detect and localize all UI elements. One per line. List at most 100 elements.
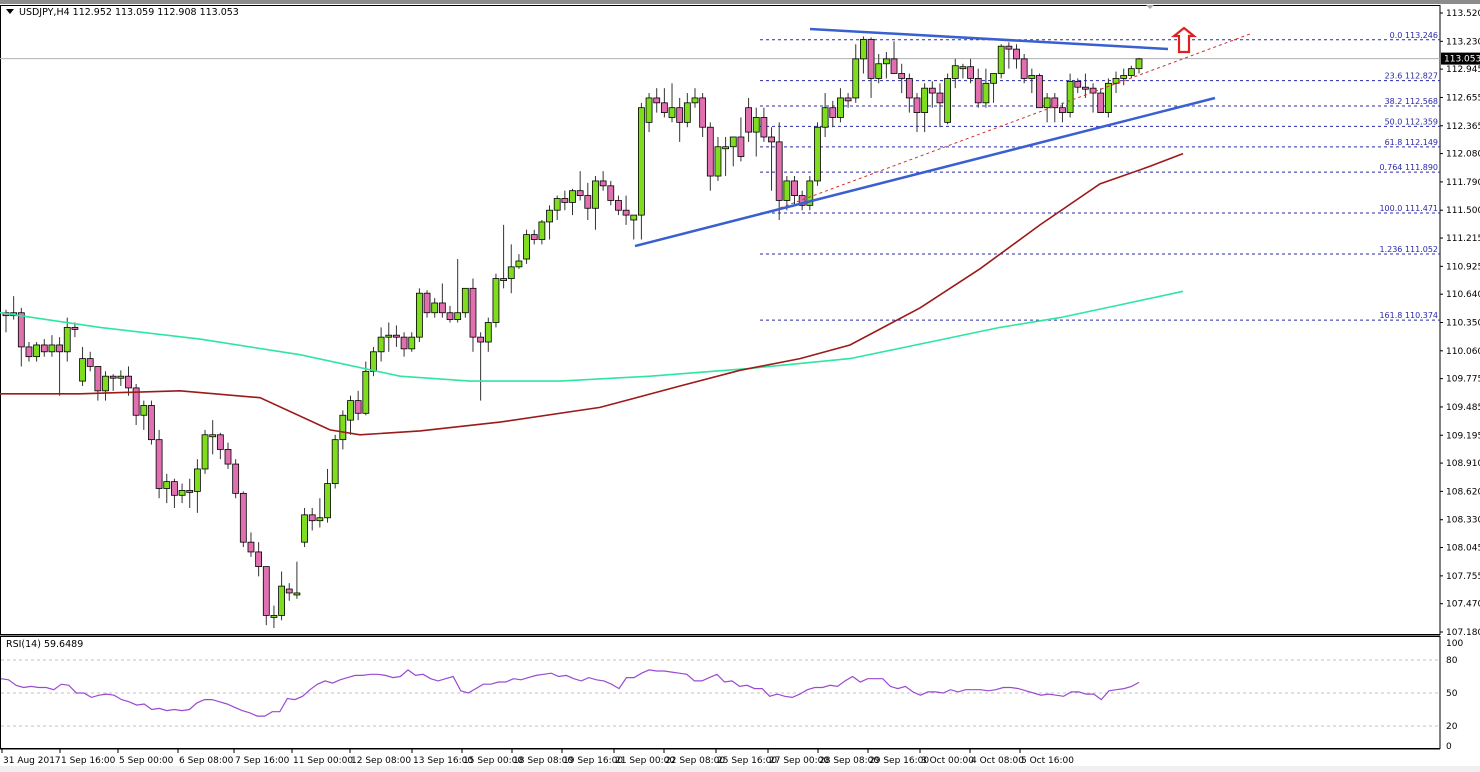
bull-candle <box>178 490 186 496</box>
bull-candle <box>837 97 844 118</box>
bear-candle <box>239 492 247 543</box>
bull-candle <box>1135 58 1143 70</box>
bull-candle <box>1112 78 1120 84</box>
bull-candle <box>1120 75 1128 79</box>
bull-candle <box>324 483 331 519</box>
bull-candle <box>201 434 209 470</box>
fib-level-label: 50.0 112.359 <box>1385 117 1438 126</box>
bull-candle <box>592 180 599 209</box>
bull-candle <box>630 214 638 221</box>
bear-candle <box>1097 92 1105 113</box>
price-axis-label: 109.195 <box>1446 431 1480 441</box>
fib-level-label: 161.8 110.374 <box>1379 311 1438 320</box>
rsi-axis-label: 0 <box>1446 742 1452 752</box>
price-axis-label: 111.500 <box>1446 206 1480 216</box>
bull-candle <box>500 278 508 281</box>
rsi-line <box>0 669 1140 717</box>
bear-candle <box>844 97 852 102</box>
bull-candle <box>408 336 416 350</box>
ma-fast-line <box>0 152 1184 436</box>
bear-candle <box>446 312 454 320</box>
bull-candle <box>140 405 148 416</box>
bear-candle <box>913 97 921 113</box>
time-axis-label: 13 Sep 16:00 <box>413 756 473 766</box>
bull-candle <box>117 375 125 379</box>
bull-candle <box>63 326 71 353</box>
time-axis-label: 5 Sep 00:00 <box>119 756 174 766</box>
bear-candle <box>706 126 714 177</box>
rsi-axis-label: 20 <box>1446 722 1458 732</box>
price-axis-label: 110.060 <box>1446 347 1480 357</box>
fib-level-label: 23.6 112.827 <box>1385 72 1438 81</box>
chart-shift-marker-icon <box>1146 5 1154 9</box>
bear-candle <box>109 375 117 379</box>
time-axis-label: 5 Oct 16:00 <box>1021 756 1074 766</box>
bull-candle <box>339 414 347 441</box>
time-axis-label: 19 Sep 16:00 <box>563 756 623 766</box>
bear-candle <box>1089 87 1097 94</box>
bear-candle <box>469 287 477 338</box>
bull-candle <box>921 87 929 113</box>
bull-candle <box>515 260 523 268</box>
bear-candle <box>224 449 232 465</box>
bear-candle <box>745 107 752 133</box>
bear-candle <box>1082 86 1089 90</box>
price-axis-label: 107.180 <box>1446 628 1480 638</box>
bear-candle <box>1059 107 1066 113</box>
rsi-axis-label: 50 <box>1446 689 1458 699</box>
rsi-axis-label: 100 <box>1446 639 1463 649</box>
bull-candle <box>163 481 171 489</box>
bull-candle <box>370 351 377 372</box>
time-axis-label: 27 Sep 00:00 <box>769 756 829 766</box>
bear-candle <box>216 434 224 450</box>
bear-candle <box>393 334 400 338</box>
bull-candle <box>814 126 821 182</box>
fib-level-label: 0.0 113.246 <box>1390 31 1438 40</box>
bear-candle <box>1051 97 1059 109</box>
bear-candle <box>232 463 240 494</box>
chart-title: USDJPY,H4 112.952 113.059 112.908 113.05… <box>6 7 239 18</box>
bull-candle <box>377 336 385 353</box>
fib-level-label: 100.0 111.471 <box>1379 204 1438 213</box>
bear-candle <box>1074 80 1082 88</box>
bull-candle <box>48 344 56 353</box>
bull-candle <box>875 63 883 79</box>
bear-candle <box>967 66 974 79</box>
rsi-axis-label: 80 <box>1446 656 1458 666</box>
bear-candle <box>737 136 745 157</box>
time-axis-label: 7 Sep 16:00 <box>235 756 290 766</box>
bull-candle <box>193 468 201 492</box>
bear-candle <box>125 375 132 389</box>
bear-candle <box>760 117 768 138</box>
bull-candle <box>806 180 814 206</box>
bull-candle <box>645 97 653 123</box>
price-axis-label: 111.790 <box>1446 178 1480 188</box>
price-axis-label: 107.755 <box>1446 572 1480 582</box>
time-axis-label: 6 Sep 08:00 <box>179 756 234 766</box>
bear-candle <box>791 180 798 196</box>
bear-candle <box>653 97 661 104</box>
time-axis-label: 1 Sep 16:00 <box>61 756 116 766</box>
bear-candle <box>255 551 263 567</box>
bear-candle <box>622 209 630 216</box>
bull-candle <box>982 82 990 104</box>
bull-candle <box>347 400 354 421</box>
price-axis-label: 108.620 <box>1446 487 1480 497</box>
time-axis-label: 21 Sep 00:00 <box>615 756 675 766</box>
bear-candle <box>974 78 982 104</box>
time-axis-label: 25 Sep 16:00 <box>717 756 777 766</box>
dotted-trendline <box>779 33 1251 209</box>
dropdown-triangle-icon[interactable] <box>6 9 14 14</box>
fib-level-label: 0.764 111.890 <box>1379 163 1438 172</box>
ascending-trendline <box>634 96 1216 248</box>
bull-candle <box>714 146 722 177</box>
bull-candle <box>683 102 691 123</box>
symbol-ohlc-label: USDJPY,H4 112.952 113.059 112.908 113.05… <box>19 7 239 18</box>
bull-candle <box>492 278 500 323</box>
time-axis-label: 29 Sep 16:00 <box>869 756 929 766</box>
bear-candle <box>354 400 362 414</box>
bull-candle <box>1104 82 1112 113</box>
bull-candle <box>997 45 1005 74</box>
